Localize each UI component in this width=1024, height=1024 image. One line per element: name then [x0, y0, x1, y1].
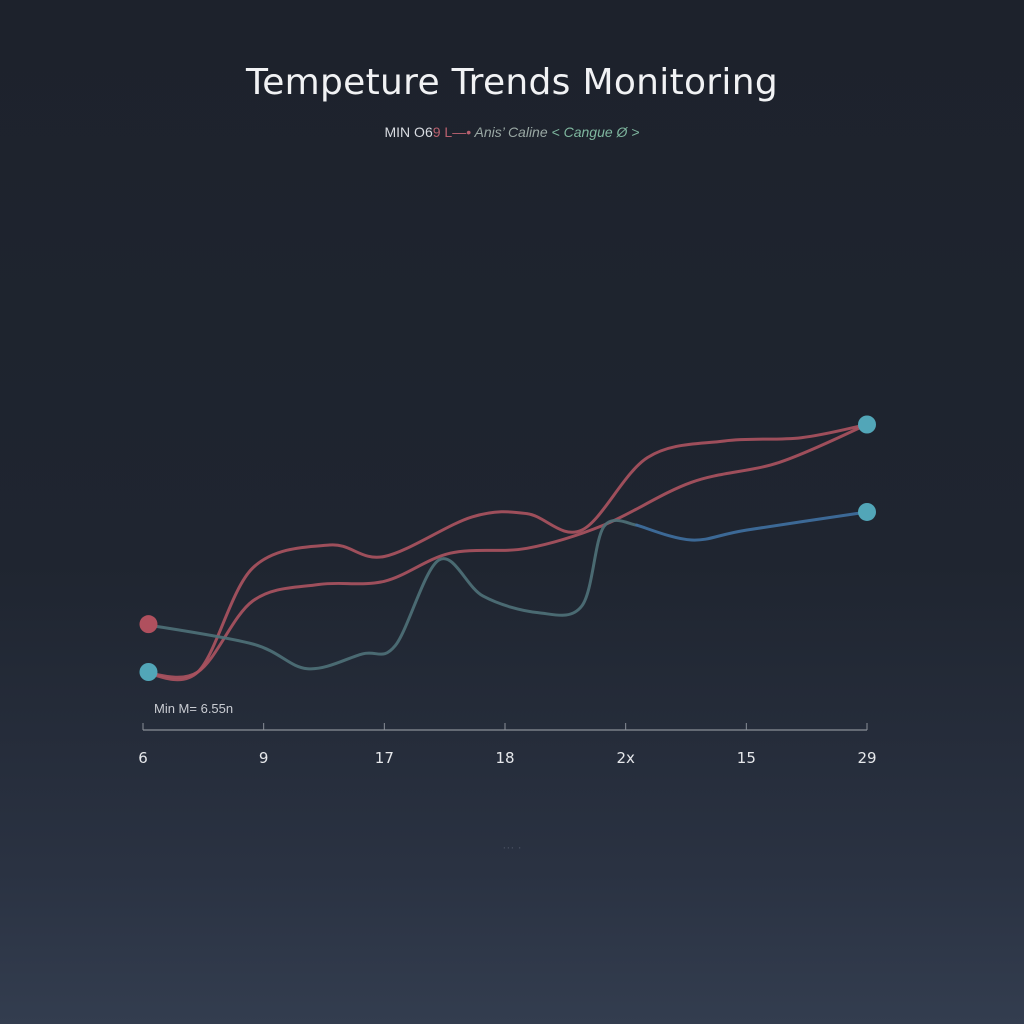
endpoint-marker [858, 502, 876, 521]
subtitle-part-4: < Cangue Ø > [547, 124, 640, 140]
min-annotation: Min M= 6.55n [154, 701, 234, 716]
series-line-1 [141, 423, 869, 682]
endpoint-marker [858, 415, 876, 434]
x-tick-label: 9 [259, 749, 269, 767]
x-axis-ticks: 6 9 17 18 2x 15 29 [138, 723, 877, 767]
endpoint-marker [139, 615, 158, 634]
subtitle-part-3: Anis’ Caline [471, 124, 548, 140]
x-tick-label: 6 [138, 749, 148, 767]
x-tick-label: 2x [616, 749, 635, 767]
series-line-2 [141, 423, 869, 679]
x-tick-label: 15 [737, 749, 756, 767]
series-group [141, 423, 869, 682]
subtitle-part-1: MIN O6 [384, 124, 433, 140]
endpoint-markers [139, 415, 876, 681]
chart-title: Tempeture Trends Monitoring [246, 62, 778, 103]
chart-subtitle: MIN O69 L—• Anis’ Caline < Cangue Ø > [0, 124, 1024, 140]
endpoint-marker [139, 663, 158, 681]
x-tick-label: 29 [857, 749, 876, 767]
series-line-4 [635, 510, 869, 542]
series-line-3 [141, 518, 639, 671]
x-tick-label: 18 [495, 749, 514, 767]
faint-footnote: ··· · [502, 840, 522, 854]
subtitle-part-2: 9 L—• [432, 124, 472, 140]
x-tick-label: 17 [375, 749, 394, 767]
